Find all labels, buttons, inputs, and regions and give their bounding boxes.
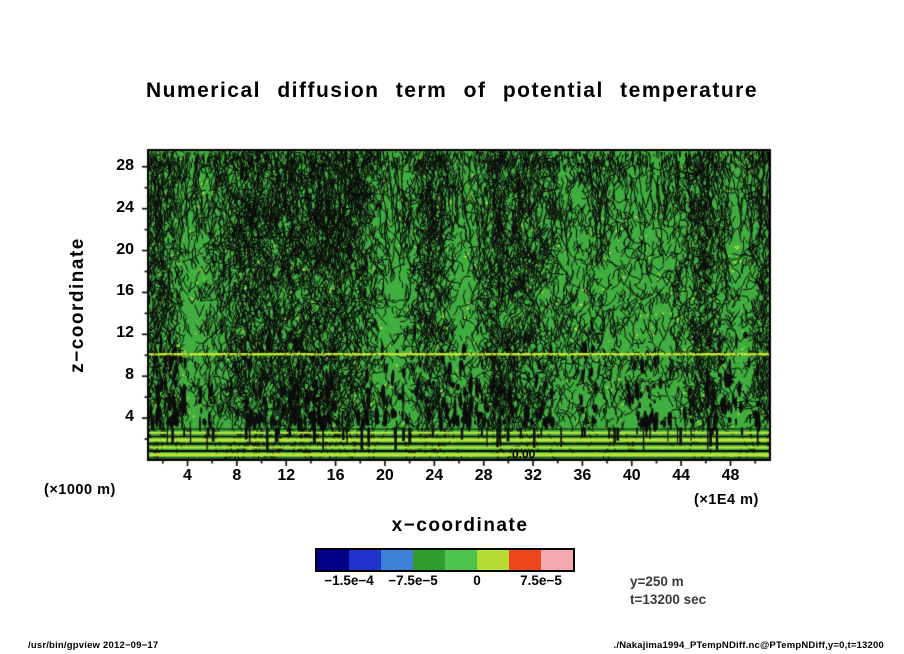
slice-annotation: y=250 m [630, 574, 684, 589]
x-tick-label: 48 [721, 467, 740, 484]
colorbar-cell [541, 550, 573, 570]
time-annotation: t=13200 sec [630, 592, 707, 607]
heatmap-plot [140, 142, 780, 472]
x-tick-label: 44 [672, 467, 691, 484]
x-tick-label: 28 [474, 467, 493, 484]
y-tick-label: 12 [116, 324, 134, 342]
colorbar-cell [349, 550, 381, 570]
contour-zero-label: 0.00 [512, 447, 536, 461]
y-axis-label: z−coordinate [67, 237, 88, 373]
colorbar [315, 548, 575, 572]
x-tick-label: 32 [524, 467, 542, 484]
colorbar-cell [477, 550, 509, 570]
colorbar-tick-label: −7.5e−5 [388, 573, 438, 588]
y-tick-label: 28 [116, 156, 134, 174]
x-tick-label: 40 [622, 467, 641, 484]
x-tick-label: 36 [573, 467, 592, 484]
y-tick-label: 4 [125, 408, 134, 426]
colorbar-cell [509, 550, 541, 570]
y-tick-label: 16 [116, 282, 134, 300]
chart-title: Numerical diffusion term of potential te… [145, 79, 759, 102]
x-axis-label: x−coordinate [391, 515, 529, 536]
x-tick-label: 20 [376, 467, 394, 484]
x-axis-unit: (×1E4 m) [694, 492, 759, 508]
colorbar-tick-label: −1.5e−4 [324, 573, 374, 588]
y-tick-label: 20 [116, 240, 134, 258]
x-tick-label: 12 [277, 467, 296, 484]
y-tick-label: 8 [125, 366, 134, 384]
x-tick-label: 4 [183, 467, 192, 484]
colorbar-cell [445, 550, 477, 570]
y-tick-label: 24 [116, 198, 134, 216]
footer-command: /usr/bin/gpview 2012−09−17 [28, 640, 159, 651]
colorbar-tick-label: 0 [473, 573, 481, 588]
x-tick-label: 24 [425, 467, 444, 484]
colorbar-cell [381, 550, 413, 570]
x-tick-label: 16 [326, 467, 345, 484]
colorbar-tick-label: 7.5e−5 [520, 573, 562, 588]
colorbar-cell [413, 550, 445, 570]
x-tick-label: 8 [232, 467, 242, 484]
colorbar-cell [317, 550, 349, 570]
footer-file: ./Nakajima1994_PTempNDiff.nc@PTempNDiff,… [613, 640, 884, 651]
y-axis-unit: (×1000 m) [44, 482, 116, 498]
